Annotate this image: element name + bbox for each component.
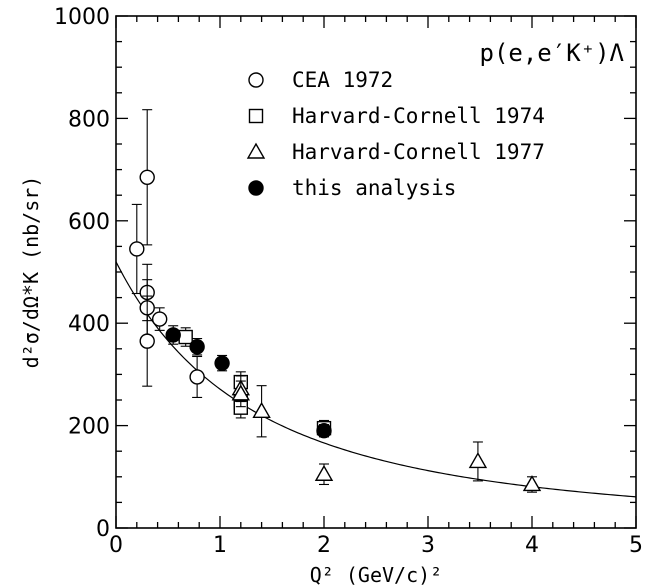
legend-marker bbox=[248, 180, 264, 196]
legend-label: Harvard-Cornell 1977 bbox=[292, 140, 545, 164]
data-points bbox=[129, 109, 542, 493]
y-tick-label: 400 bbox=[68, 312, 110, 337]
tick-labels: 0 1 2 3 4 5 0 200 400 600 800 1000 bbox=[54, 5, 643, 558]
data-point bbox=[189, 339, 205, 355]
x-tick-label: 4 bbox=[525, 533, 539, 558]
data-point bbox=[178, 329, 193, 345]
y-tick-label: 0 bbox=[96, 517, 110, 542]
y-tick-label: 600 bbox=[68, 210, 110, 235]
data-point bbox=[522, 475, 542, 492]
data-point bbox=[139, 169, 155, 185]
y-tick-label: 800 bbox=[68, 107, 110, 132]
legend-label: Harvard-Cornell 1974 bbox=[292, 104, 545, 128]
data-point bbox=[151, 311, 168, 327]
legend-label: this analysis bbox=[292, 176, 456, 200]
x-tick-label: 1 bbox=[213, 533, 227, 558]
legend-marker bbox=[248, 108, 264, 124]
data-point bbox=[129, 241, 145, 257]
data-point bbox=[231, 384, 251, 401]
data-point bbox=[139, 333, 155, 349]
legend: CEA 1972 Harvard-Cornell 1974 Harvard-Corn… bbox=[246, 68, 545, 200]
x-tick-label: 5 bbox=[629, 533, 643, 558]
data-point bbox=[165, 327, 181, 343]
axis-ticks bbox=[115, 15, 637, 529]
data-point bbox=[252, 401, 271, 418]
data-point bbox=[314, 464, 334, 481]
data-point bbox=[468, 452, 488, 469]
legend-marker bbox=[248, 72, 264, 88]
legend-label: CEA 1972 bbox=[292, 68, 393, 92]
x-tick-label: 0 bbox=[109, 533, 123, 558]
data-point bbox=[214, 355, 230, 371]
data-point bbox=[316, 423, 332, 439]
x-tick-label: 3 bbox=[421, 533, 435, 558]
plot-frame bbox=[115, 15, 637, 529]
y-tick-label: 1000 bbox=[54, 5, 110, 30]
y-axis-label: d²σ/dΩ*K (nb/sr) bbox=[19, 176, 43, 369]
legend-marker bbox=[246, 142, 266, 159]
data-point bbox=[189, 369, 205, 385]
reaction-annotation: p(e,e′K⁺)Λ bbox=[480, 39, 625, 67]
y-tick-label: 200 bbox=[68, 415, 110, 440]
x-axis-label: Q² (GeV/c)² bbox=[310, 563, 442, 586]
x-tick-label: 2 bbox=[317, 533, 331, 558]
